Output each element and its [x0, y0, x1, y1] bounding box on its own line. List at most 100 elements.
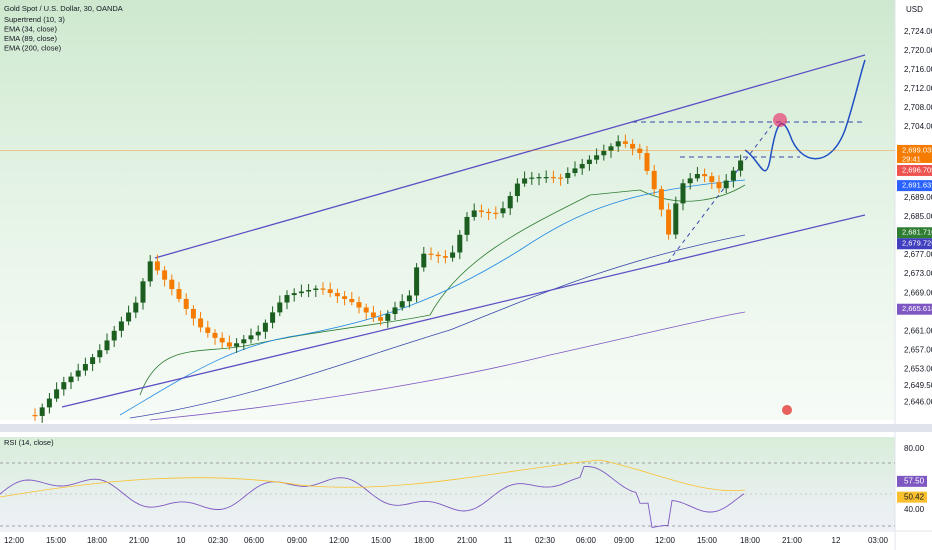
candle-body — [126, 312, 132, 322]
candle-body — [61, 382, 67, 390]
candle-body — [212, 332, 218, 338]
channel-upper — [631, 54, 866, 123]
indicator-label: EMA (34, close) — [4, 24, 57, 33]
price-badge-label: 2,681.710 — [902, 228, 932, 237]
candle-body — [435, 254, 441, 257]
price-badge — [897, 238, 932, 250]
price-tick-label: 2,673.000 — [904, 269, 932, 278]
candle-body — [738, 160, 744, 171]
price-badge — [897, 303, 932, 315]
candle-body — [457, 234, 463, 253]
rsi-background — [0, 437, 895, 530]
rsi-line — [0, 466, 745, 529]
candle-body — [522, 178, 528, 184]
candle-body — [471, 210, 477, 217]
candle-body — [421, 253, 427, 268]
candle-body — [442, 256, 448, 258]
candle-body — [694, 174, 700, 179]
candle-body — [298, 291, 304, 294]
ema-200 — [149, 311, 746, 421]
time-label: 12:00 — [329, 536, 350, 545]
candle-body — [133, 302, 139, 313]
candle-body — [550, 177, 556, 179]
price-tick-label: 2,712.000 — [904, 84, 932, 93]
candle-body — [392, 307, 398, 314]
candle-body — [594, 155, 600, 160]
candle-body — [140, 281, 146, 303]
candle-body — [284, 295, 290, 303]
currency: USD — [906, 5, 923, 14]
price-tick-label: 2,724.000 — [904, 27, 932, 36]
candle-body — [104, 340, 110, 351]
rsi-title: RSI (14, close) — [4, 438, 54, 447]
time-label: 15:00 — [697, 536, 718, 545]
candle-body — [176, 289, 182, 299]
candle-body — [306, 290, 312, 292]
candle-body — [46, 398, 52, 408]
candle-body — [500, 208, 506, 214]
candle-body — [730, 170, 736, 181]
candle-body — [198, 318, 204, 328]
candle-body — [190, 308, 196, 319]
candle-body — [97, 350, 103, 358]
candle-body — [162, 270, 168, 280]
candle-body — [118, 321, 124, 331]
time-label: 03:00 — [868, 536, 889, 545]
indicator-label: EMA (200, close) — [4, 43, 62, 52]
projection — [744, 59, 866, 172]
candle-body — [687, 178, 693, 184]
candle-body — [558, 177, 564, 179]
candle-body — [565, 173, 571, 179]
price-tick-label: 2,720.000 — [904, 46, 932, 55]
price-badge-label: 2,691.632 — [902, 181, 932, 190]
candle-body — [723, 180, 729, 189]
rsi-ma — [0, 459, 746, 498]
price-badge — [897, 227, 932, 239]
candle-body — [205, 327, 211, 333]
candle-body — [54, 389, 60, 399]
candle-body — [586, 159, 592, 164]
candle-body — [673, 203, 679, 235]
candle-body — [601, 150, 607, 156]
candle-body — [529, 177, 535, 179]
candle-body — [680, 183, 686, 204]
time-label: 12:00 — [4, 536, 25, 545]
candle-body — [514, 183, 520, 196]
candle-body — [363, 307, 369, 313]
event-icon — [782, 405, 792, 415]
candle-body — [406, 295, 412, 302]
rsi-badge-label: 57.50 — [904, 476, 925, 485]
indicator-label: Supertrend (10, 3) — [4, 15, 65, 24]
time-label: 21:00 — [782, 536, 803, 545]
ema-89 — [129, 234, 746, 419]
candle-body — [622, 141, 628, 144]
price-tick-label: 2,677.000 — [904, 250, 932, 259]
candle-body — [608, 146, 614, 151]
rsi-tick-label: 80.00 — [904, 444, 925, 453]
candle-body — [464, 216, 470, 235]
price-tick-label: 2,689.000 — [904, 193, 932, 202]
price-tick-label: 2,685.000 — [904, 212, 932, 221]
price-tick-label: 2,669.000 — [904, 288, 932, 297]
price-badge — [897, 180, 932, 192]
candle-body — [291, 293, 297, 296]
time-label: 15:00 — [46, 536, 67, 545]
countdown: 29:41 — [902, 154, 921, 163]
time-label: 02:30 — [208, 536, 229, 545]
price-badge-label: 2,665.618 — [902, 304, 932, 313]
price-badge — [897, 164, 932, 176]
price-badge-label: 2,699.035 — [902, 145, 932, 154]
candle-body — [543, 177, 549, 179]
time-label: 21:00 — [457, 536, 478, 545]
price-badge-label: 2,696.705 — [902, 165, 932, 174]
time-label: 09:00 — [287, 536, 308, 545]
candle-body — [90, 357, 96, 365]
price-tick-label: 2,653.000 — [904, 364, 932, 373]
time-label: 18:00 — [740, 536, 761, 545]
candle-body — [644, 152, 650, 171]
candle-body — [313, 288, 319, 291]
price-badge — [897, 144, 932, 163]
candle-body — [327, 289, 333, 293]
candle-body — [428, 253, 434, 255]
candle-body — [39, 407, 45, 416]
